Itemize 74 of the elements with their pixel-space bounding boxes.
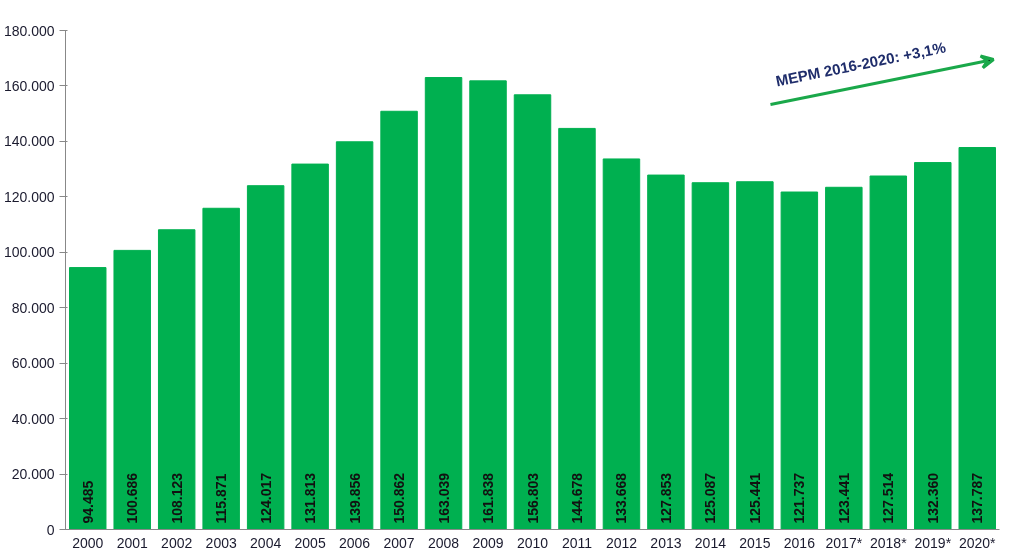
x-tick-label: 2000 [72,534,104,551]
data-label: 163.039 [435,472,452,524]
y-tick-label: 20.000 [11,466,55,483]
data-label: 127.853 [657,472,674,524]
data-label: 94.485 [79,480,96,524]
x-tick-label: 2015 [739,534,771,551]
x-tick-label: 2008 [427,534,460,551]
data-label: 125.087 [702,472,719,524]
bar [869,175,908,530]
data-label: 115.871 [213,473,230,524]
bar [958,147,996,530]
bar [202,207,240,530]
annotation: ΜΕΡΜ 2016-2020: +3,1% [774,38,948,90]
data-label: 108.123 [168,472,185,524]
data-label: 123.441 [835,472,852,524]
y-tick-label: 60.000 [11,355,55,372]
bar [736,181,774,530]
x-tick-label: 2019* [914,534,952,551]
x-tick-label: 2002 [161,534,193,551]
bar [558,127,596,530]
bar [246,185,285,530]
y-tick-label: 80.000 [11,299,55,316]
bar [424,77,463,530]
bar [157,229,196,530]
x-tick-label: 2012 [605,534,638,551]
y-tick-label: 140.000 [3,133,55,150]
x-tick-label: 2001 [116,534,148,551]
bar [602,158,641,530]
bar [469,80,507,530]
bar [914,162,952,530]
x-tick-label: 2016 [783,534,816,551]
x-tick-label: 2010 [516,534,549,551]
data-label: 133.668 [613,472,630,524]
bar [825,186,863,530]
y-tick-label: 120.000 [3,188,55,205]
x-tick-label: 2003 [205,534,237,551]
data-label: 150.862 [391,472,408,524]
x-tick-label: 2020* [958,534,997,551]
data-label: 156.803 [524,472,541,524]
data-label: 127.514 [880,472,897,524]
bar [780,191,819,530]
x-tick-label: 2005 [294,534,326,551]
data-label: 161.838 [480,472,497,524]
data-label: 131.813 [302,472,319,524]
x-tick-label: 2013 [650,534,682,551]
y-tick-label: 0 [46,521,55,538]
y-tick-label: 100.000 [3,244,55,261]
bar [113,249,151,530]
data-label: 144.678 [568,472,585,524]
bar [69,267,107,530]
bar [380,110,418,530]
x-tick-label: 2009 [472,534,504,551]
x-tick-label: 2017* [825,534,863,551]
data-label: 137.787 [969,472,986,524]
y-tick-label: 160.000 [3,77,55,94]
data-label: 100.686 [124,472,141,524]
x-tick-label: 2014 [694,534,727,551]
data-label: 132.360 [924,472,941,524]
x-tick-label: 2018* [870,534,908,551]
x-tick-label: 2011 [561,534,593,551]
data-label: 125.441 [746,472,763,524]
bar [691,182,730,530]
data-label: 124.017 [257,472,274,524]
bar [335,141,374,530]
data-label: 139.856 [346,472,363,524]
bar [513,94,552,530]
bar [647,174,685,530]
bar [291,163,329,530]
x-tick-label: 2004 [250,534,282,551]
data-label: 121.737 [791,472,808,524]
y-tick-label: 40.000 [11,410,55,427]
x-tick-label: 2007 [383,534,415,551]
x-tick-label: 2006 [339,534,371,551]
y-tick-label: 180.000 [3,22,55,39]
